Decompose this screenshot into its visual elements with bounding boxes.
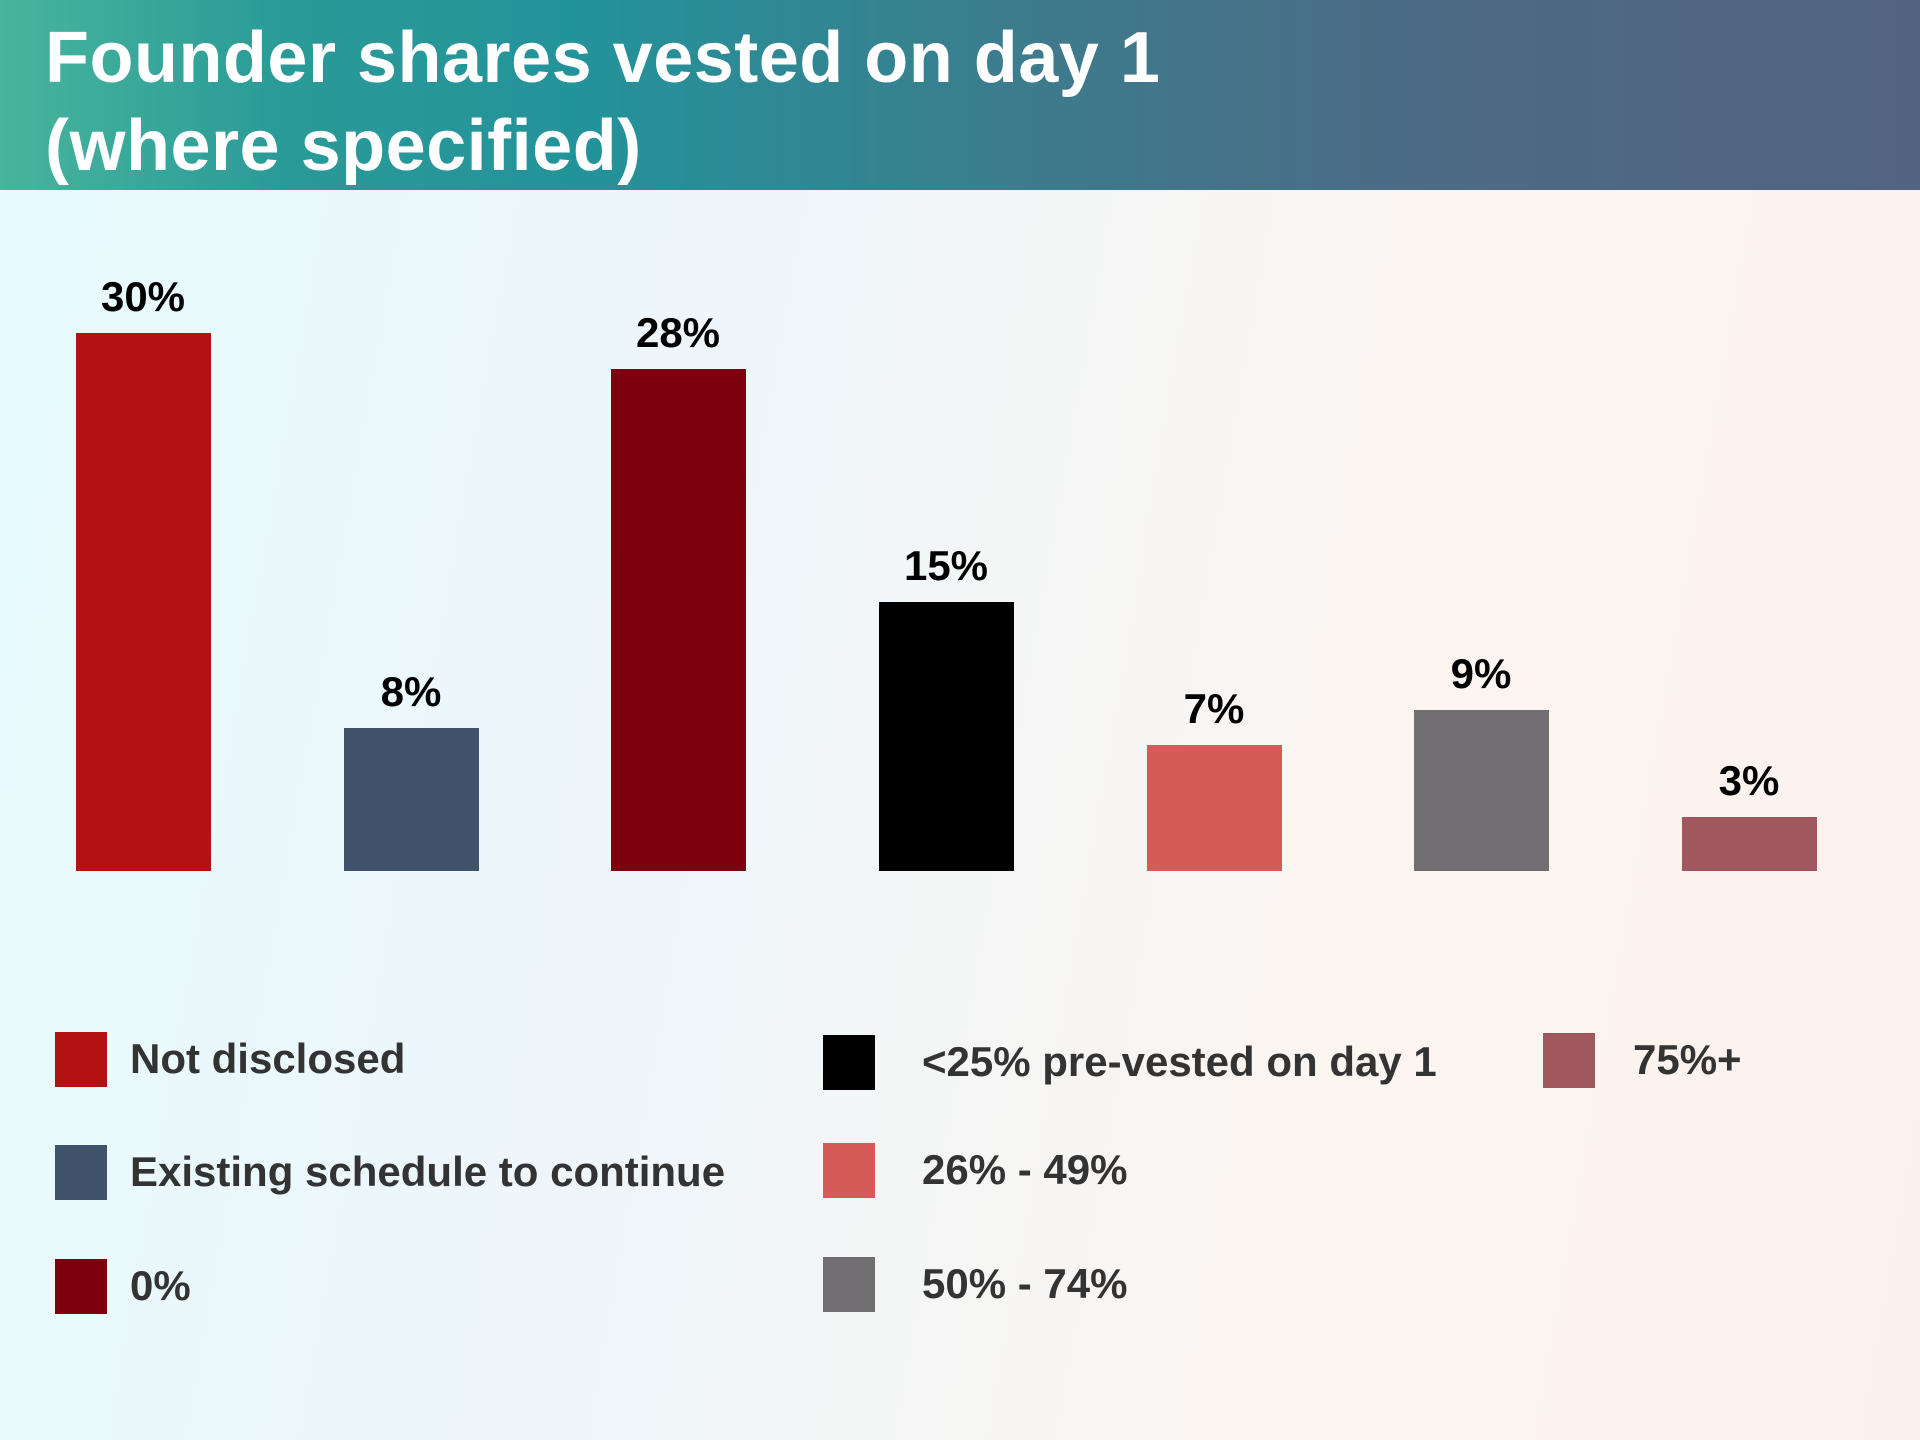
bar-value-label: 3%: [1718, 757, 1780, 804]
legend-swatch: [823, 1256, 875, 1312]
bar: [1682, 817, 1817, 871]
bar: [611, 369, 746, 871]
legend-swatch: [55, 1031, 107, 1087]
chart-title: Founder shares vested on day 1 (where sp…: [45, 14, 1160, 190]
bar: [1414, 710, 1549, 871]
legend-swatch: [823, 1034, 875, 1090]
legend-swatch: [55, 1258, 107, 1314]
legend-item: 75%+: [1543, 1032, 1742, 1088]
title-line-1: Founder shares vested on day 1: [45, 18, 1161, 98]
legend-label: Existing schedule to continue: [130, 1148, 726, 1195]
bar-value-label: 9%: [1450, 650, 1512, 697]
bar-value-label: 15%: [903, 542, 989, 589]
legend-label: Not disclosed: [130, 1035, 406, 1082]
bar-chart: 30% 8% 28% 15% 7% 9% 3%: [0, 190, 1920, 910]
bar: [879, 602, 1014, 871]
legend-swatch: [823, 1142, 875, 1198]
title-line-2: (where specified): [45, 106, 642, 186]
legend-swatch: [55, 1144, 107, 1200]
bar: [76, 333, 211, 871]
legend-label: 50% - 74%: [922, 1260, 1128, 1307]
legend-label: <25% pre-vested on day 1: [922, 1038, 1437, 1085]
header-banner: Founder shares vested on day 1 (where sp…: [0, 0, 1920, 190]
bar-value-label: 28%: [635, 309, 721, 356]
legend-item: 50% - 74%: [823, 1256, 1127, 1312]
legend-label: 75%+: [1633, 1036, 1742, 1083]
bar-value-label: 8%: [380, 668, 442, 715]
legend-item: 26% - 49%: [823, 1142, 1127, 1198]
legend-label: 26% - 49%: [922, 1146, 1128, 1193]
legend-swatch: [1543, 1032, 1595, 1088]
bar: [344, 728, 479, 871]
legend-label: 0%: [130, 1262, 191, 1309]
bar: [1147, 745, 1282, 871]
bar-value-label: 30%: [100, 273, 186, 320]
legend-item: 0%: [55, 1258, 191, 1314]
legend-item: Not disclosed: [55, 1031, 405, 1087]
bar-value-label: 7%: [1183, 685, 1245, 732]
legend-item: Existing schedule to continue: [55, 1144, 725, 1200]
legend-item: <25% pre-vested on day 1: [823, 1034, 1437, 1090]
